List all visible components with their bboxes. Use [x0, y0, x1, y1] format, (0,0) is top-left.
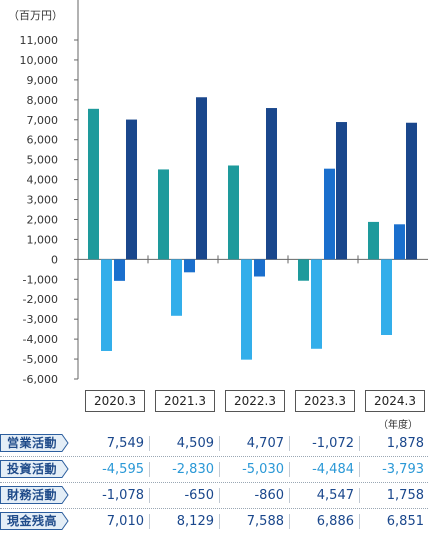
series-label-text: 投資活動 [7, 461, 57, 477]
data-label: 4,547 [294, 487, 354, 504]
data-label: 6,851 [364, 513, 424, 530]
data-table: 営業活動 7,549 4,509 4,707 -1,072 1,878 投資活動 -4,595… [0, 431, 428, 534]
cell-divider [149, 462, 150, 477]
cell-divider [289, 514, 290, 529]
data-label: 6,886 [294, 513, 354, 530]
data-label: 7,588 [224, 513, 284, 530]
cell-divider [219, 436, 220, 451]
data-label: -4,595 [84, 461, 144, 478]
y-tick-label: 4,000 [27, 174, 59, 187]
data-label: 7,549 [84, 435, 144, 452]
unit-label: （百万円） [8, 9, 63, 22]
data-label: -3,793 [364, 461, 424, 478]
data-label: -1,072 [294, 435, 354, 452]
bar-2-2020.3 [101, 259, 112, 351]
table-row: 現金残高 7,010 8,129 7,588 6,886 6,851 [0, 509, 428, 534]
y-tick-label: 3,000 [27, 194, 59, 207]
category-label: 2024.3 [365, 390, 425, 412]
cell-divider [289, 436, 290, 451]
series-label: 投資活動 [0, 460, 68, 478]
bar-4-2024.3 [406, 123, 417, 260]
category-label: 2020.3 [85, 390, 145, 412]
y-axis: 11,000 10,000 9,000 8,000 7,000 6,000 5,000 4,0… [20, 0, 428, 386]
cash-flow-chart: （百万円） 11,000 10,000 9,000 8,000 7,000 6,000 5,… [0, 0, 428, 420]
series-label: 現金残高 [0, 512, 68, 530]
bar-1-2023.3 [298, 259, 309, 280]
bar-3-2020.3 [114, 259, 125, 280]
cell-divider [149, 488, 150, 503]
y-tick-label: 7,000 [27, 114, 59, 127]
data-label: 8,129 [154, 513, 214, 530]
y-tick-label: 6,000 [27, 134, 59, 147]
y-tick-label: 2,000 [27, 213, 59, 226]
data-label: -650 [154, 487, 214, 504]
data-label: -1,078 [84, 487, 144, 504]
data-label: -860 [224, 487, 284, 504]
table-row: 財務活動 -1,078 -650 -860 4,547 1,758 [0, 483, 428, 509]
y-tick-label: -4,000 [23, 333, 58, 346]
y-tick-label: 8,000 [27, 94, 59, 107]
table-row: 投資活動 -4,595 -2,830 -5,030 -4,484 -3,793 [0, 457, 428, 483]
data-label: 7,010 [84, 513, 144, 530]
data-label: 1,878 [364, 435, 424, 452]
data-label: 1,758 [364, 487, 424, 504]
y-tick-label: 10,000 [20, 54, 59, 67]
table-row: 営業活動 7,549 4,509 4,707 -1,072 1,878 [0, 431, 428, 457]
series-label-text: 営業活動 [7, 435, 57, 451]
y-tick-label: 1,000 [27, 233, 59, 246]
y-tick-label: -2,000 [23, 293, 58, 306]
y-tick-label: 0 [51, 253, 58, 266]
bar-1-2020.3 [88, 109, 99, 260]
y-tick-label: -1,000 [23, 273, 58, 286]
bar-2-2023.3 [311, 259, 322, 348]
series-label-text: 財務活動 [7, 487, 57, 503]
data-label: -4,484 [294, 461, 354, 478]
cell-divider [289, 488, 290, 503]
data-label: 4,509 [154, 435, 214, 452]
bar-4-2023.3 [336, 122, 347, 259]
bar-3-2022.3 [254, 259, 265, 276]
bar-2-2024.3 [381, 259, 392, 335]
bar-1-2021.3 [158, 169, 169, 259]
series-label: 財務活動 [0, 486, 68, 504]
series-label-text: 現金残高 [7, 513, 57, 529]
cell-divider [289, 462, 290, 477]
bar-4-2022.3 [266, 108, 277, 259]
bar-1-2022.3 [228, 165, 239, 259]
series-label: 営業活動 [0, 434, 68, 452]
cell-divider [359, 436, 360, 451]
cell-divider [219, 514, 220, 529]
y-tick-label: -6,000 [23, 373, 58, 386]
cell-divider [359, 462, 360, 477]
bar-4-2021.3 [196, 97, 207, 259]
data-label: 4,707 [224, 435, 284, 452]
cell-divider [359, 488, 360, 503]
bars-group [88, 97, 417, 359]
year-unit-label: （年度） [378, 416, 418, 431]
cell-divider [219, 462, 220, 477]
category-label: 2022.3 [225, 390, 285, 412]
category-label: 2021.3 [155, 390, 215, 412]
y-tick-label: -3,000 [23, 313, 58, 326]
y-tick-label: 5,000 [27, 154, 59, 167]
bar-2-2021.3 [171, 259, 182, 315]
cell-divider [149, 514, 150, 529]
bar-4-2020.3 [126, 120, 137, 260]
y-tick-label: 9,000 [27, 74, 59, 87]
bar-3-2023.3 [324, 169, 335, 260]
bar-3-2024.3 [394, 224, 405, 259]
data-label: -2,830 [154, 461, 214, 478]
cell-divider [149, 436, 150, 451]
data-label: -5,030 [224, 461, 284, 478]
bar-2-2022.3 [241, 259, 252, 359]
y-tick-label: -5,000 [23, 353, 58, 366]
cell-divider [359, 514, 360, 529]
bar-3-2021.3 [184, 259, 195, 272]
cell-divider [219, 488, 220, 503]
category-label: 2023.3 [295, 390, 355, 412]
y-tick-label: 11,000 [20, 34, 59, 47]
bar-1-2024.3 [368, 222, 379, 259]
